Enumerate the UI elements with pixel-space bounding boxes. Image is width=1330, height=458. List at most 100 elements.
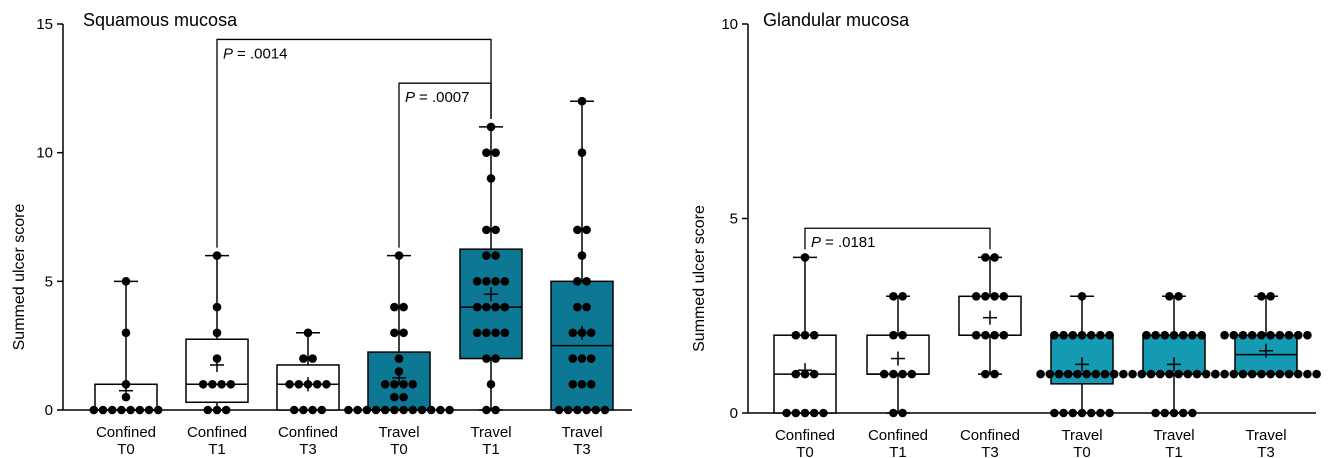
data-point [1146,369,1156,379]
data-point [554,405,564,415]
data-point [1169,408,1179,418]
data-point [1247,330,1257,340]
data-point [491,328,500,338]
data-point [299,405,308,415]
data-point [898,330,907,340]
iqr-box [459,248,523,360]
category-label-line1: Confined [278,424,338,441]
data-point [394,354,404,363]
data-point [577,96,587,106]
data-point [898,408,907,418]
category-label-line1: Confined [187,424,247,441]
data-point [1266,330,1275,340]
data-point [1284,330,1294,340]
data-point [482,405,491,415]
data-point [482,251,491,260]
data-point [1142,330,1151,340]
data-point [303,328,313,338]
data-point [308,405,317,415]
data-point [1312,369,1321,379]
data-point [1284,369,1294,379]
data-point [500,302,510,312]
y-tick-label: 0 [730,405,738,422]
data-point [791,369,801,379]
data-point [889,330,898,340]
squamous-mucosa-panel: 0 5 10 15 Squamous mucosa Summed ulcer score C… [11,10,632,458]
data-point [1220,369,1229,379]
data-point [586,354,596,363]
p-value-text: = .0007 [419,89,469,106]
data-point [1045,369,1055,379]
box-group [344,251,454,415]
data-point [907,369,917,379]
box-group [89,277,163,415]
p-value-text: = .0181 [825,234,875,251]
data-point [500,277,510,286]
data-point [198,379,208,389]
data-point [486,174,496,183]
data-point [573,277,582,286]
data-point [399,302,408,312]
glandular-mucosa-panel: 0 5 10 Glandular mucosa Summed ulcer score Co… [691,10,1321,458]
data-point [1096,408,1105,418]
category-label-line2: T3 [573,441,591,458]
box-group [1036,292,1128,418]
category-label-line2: T0 [1073,444,1091,458]
data-point [1091,369,1101,379]
data-point [1151,408,1160,418]
data-point [990,292,999,301]
category-label-line1: Travel [1061,427,1102,444]
box-group [459,122,523,415]
data-point [791,408,801,418]
data-point [89,405,99,415]
data-point [591,405,601,415]
data-point [399,379,408,389]
data-point [371,405,381,415]
p-value-text: = .0014 [237,45,287,62]
category-label-line1: Confined [868,427,928,444]
data-point [1197,330,1206,340]
data-point [573,225,582,235]
data-point [999,292,1009,301]
data-point [417,405,427,415]
category-label-line1: Travel [1153,427,1194,444]
data-point [380,405,390,415]
data-point [482,225,491,235]
data-point [573,405,582,415]
y-axis-title: Summed ulcer score [691,205,708,352]
category-label-line2: T1 [482,441,500,458]
data-point [308,354,317,363]
data-point [408,405,418,415]
data-point [426,405,436,415]
data-point [1077,408,1087,418]
box-group [276,328,340,415]
y-tick-label: 10 [721,16,738,33]
data-point [1293,369,1303,379]
data-point [582,302,591,312]
data-point [1119,369,1128,379]
data-point [1229,369,1239,379]
data-point [482,302,491,312]
data-point [898,292,907,301]
data-point [1096,330,1105,340]
data-point [586,379,596,389]
data-point [491,405,500,415]
data-point [144,405,154,415]
data-point [399,328,408,338]
data-point [1275,369,1285,379]
data-point [117,405,126,415]
data-point [436,405,445,415]
category-label-line2: T0 [390,441,408,458]
data-point [1257,292,1266,301]
data-point [1128,369,1137,379]
data-point [981,369,990,379]
data-point [1109,369,1119,379]
data-point [600,405,610,415]
data-point [999,330,1009,340]
data-point [1174,369,1183,379]
data-point [1165,369,1174,379]
data-point [203,405,213,415]
data-point [1073,369,1082,379]
data-point [809,408,819,418]
